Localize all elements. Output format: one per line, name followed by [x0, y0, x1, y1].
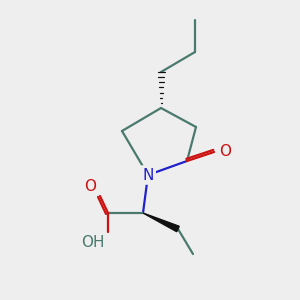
- Text: N: N: [142, 167, 154, 182]
- Text: O: O: [219, 145, 231, 160]
- Text: OH: OH: [82, 235, 105, 250]
- Polygon shape: [143, 213, 179, 232]
- Text: O: O: [84, 179, 96, 194]
